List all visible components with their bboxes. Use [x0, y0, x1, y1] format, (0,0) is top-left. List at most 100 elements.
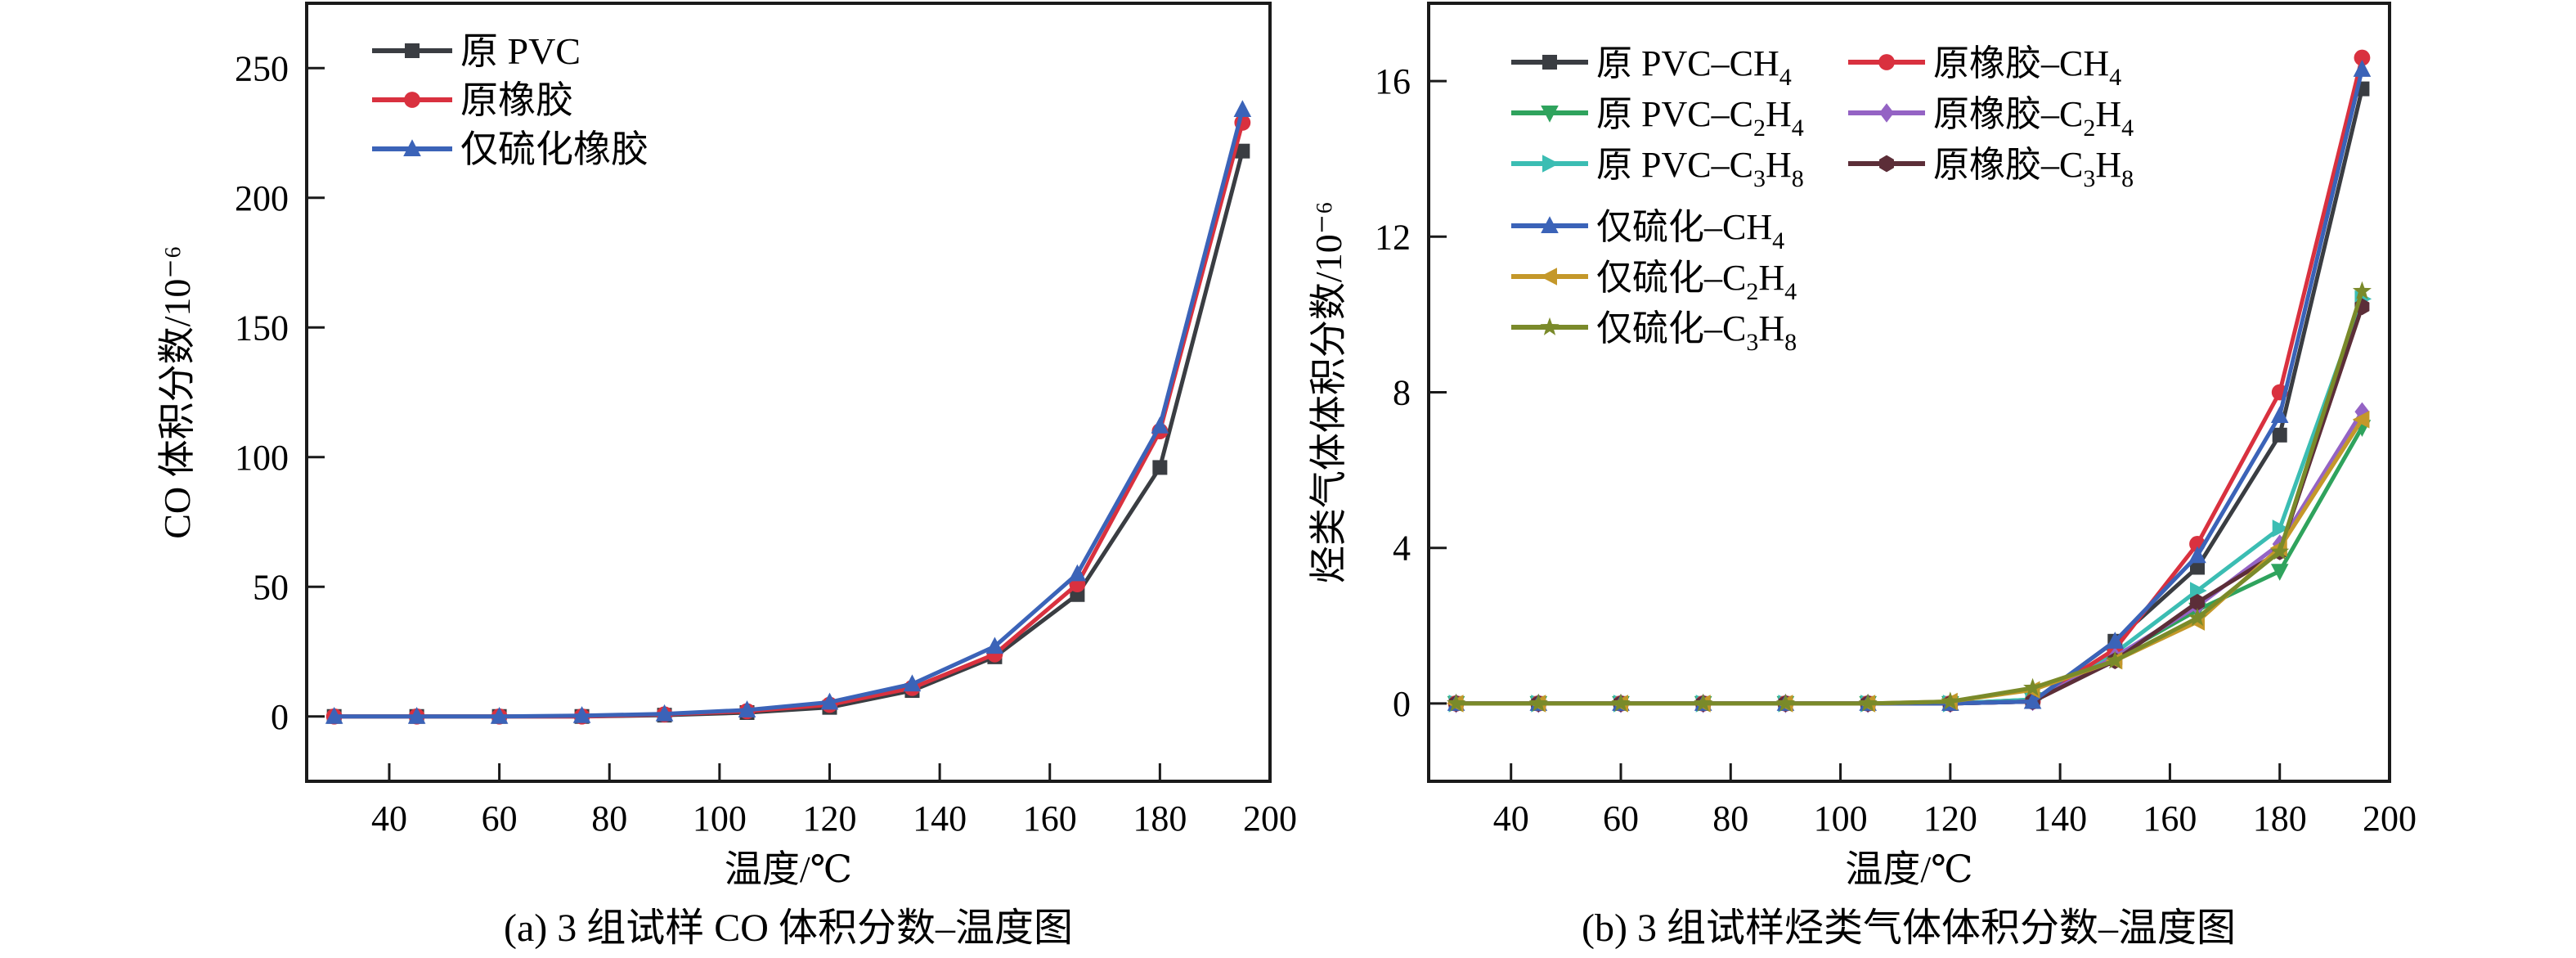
series-9 [1447, 281, 2372, 712]
plot-frame [305, 2, 1272, 783]
data-point [2106, 632, 2125, 649]
legend-marker-icon [1879, 103, 1894, 123]
legend-label: 原 PVC–CH4 [1596, 43, 1792, 91]
legend-item: 仅硫化–C3H8 [1511, 308, 1797, 356]
series-line [1456, 298, 2364, 706]
data-point [1694, 693, 1713, 712]
data-point [1611, 693, 1631, 712]
series-6 [1448, 298, 2370, 713]
series-lines [1446, 49, 2372, 713]
axis-ticks: 40 60 80 100 120 140 160 180 200 0 50 100 150 200 250 [235, 48, 1297, 839]
x-tick-label: 200 [1243, 798, 1297, 839]
x-tick-label: 80 [591, 798, 627, 839]
data-point [1941, 691, 1960, 710]
y-tick-label: 50 [253, 567, 289, 607]
series-lines [325, 100, 1252, 725]
x-tick-label: 120 [802, 798, 856, 839]
data-point [2272, 519, 2290, 537]
legend-marker-icon [1540, 317, 1560, 335]
series-line [1456, 410, 2364, 706]
data-point [2188, 608, 2207, 627]
data-point [1235, 143, 1250, 159]
x-tick-label: 60 [1603, 798, 1639, 839]
data-point [820, 692, 839, 710]
series-line [1456, 426, 2364, 706]
legend-label: 仅硫化–CH4 [1596, 207, 1784, 254]
data-point [2272, 427, 2287, 443]
legend-label: 原橡胶 [460, 79, 573, 121]
data-point [2105, 650, 2125, 669]
series-1 [1448, 81, 2370, 711]
x-axis-label: 温度/℃ [725, 848, 852, 890]
data-point [1151, 416, 1169, 434]
series-line [1456, 290, 2364, 706]
legend-label: 仅硫化橡胶 [460, 128, 648, 170]
legend-marker-icon [1540, 268, 1557, 286]
y-axis-label: CO 体积分数/10⁻⁶ [156, 245, 198, 539]
data-point [2023, 691, 2042, 709]
x-tick-label: 140 [913, 798, 967, 839]
series-2 [325, 114, 1251, 725]
data-point [2270, 542, 2290, 560]
figure-caption: (b) 3 组试样烃类气体体积分数–温度图 [1582, 906, 2236, 950]
legend-marker-icon [1542, 155, 1560, 173]
data-point [2023, 677, 2043, 696]
legend-label: 仅硫化–C3H8 [1596, 308, 1797, 356]
legend-item: 仅硫化–CH4 [1511, 207, 1784, 254]
x-axis-label: 温度/℃ [1845, 848, 1972, 890]
legend-label: 原橡胶–C2H4 [1933, 94, 2134, 142]
series-line [1456, 418, 2364, 706]
y-tick-label: 4 [1393, 528, 1411, 569]
y-tick-label: 0 [1393, 684, 1411, 724]
data-point [490, 707, 509, 724]
x-tick-label: 40 [371, 798, 407, 839]
legend-marker-icon [1878, 54, 1895, 70]
x-tick-label: 180 [2253, 798, 2307, 839]
x-tick-label: 200 [2363, 798, 2417, 839]
data-point [2352, 410, 2370, 429]
legend-marker-icon [1542, 55, 1557, 70]
data-point [1447, 693, 1466, 712]
series-1 [326, 143, 1250, 724]
series-4 [1447, 49, 2371, 712]
x-tick-label: 100 [693, 798, 747, 839]
data-point [325, 707, 343, 724]
legend-label: 原 PVC–C2H4 [1596, 94, 1804, 142]
series-line [334, 109, 1245, 719]
data-point [2270, 564, 2289, 581]
chart-co-volume-fraction: 40 60 80 100 120 140 160 180 200050100150200250 … [156, 2, 1297, 950]
data-point [2190, 560, 2205, 575]
legend-marker-icon [404, 92, 420, 108]
x-tick-label: 80 [1712, 798, 1748, 839]
data-point [738, 700, 756, 717]
legend-item: 原 PVC–C3H8 [1511, 145, 1804, 192]
y-tick-label: 200 [235, 178, 289, 218]
chart-hydrocarbon-volume-fraction: 40 60 80 100 120 140 160 180 200 0 4 8 12 16 原 PVC–CH… [1308, 2, 2417, 950]
x-tick-label: 160 [1023, 798, 1077, 839]
data-point [2188, 546, 2206, 564]
legend-label: 原橡胶–C3H8 [1933, 145, 2134, 192]
legend-item: 仅硫化橡胶 [372, 128, 648, 170]
data-point [655, 704, 674, 722]
y-tick-label: 250 [235, 48, 289, 88]
data-point [2190, 593, 2205, 611]
legend-marker-icon [1541, 216, 1559, 233]
x-tick-label: 140 [2033, 798, 2087, 839]
data-point [1775, 693, 1795, 712]
legend-marker-icon [405, 43, 420, 58]
legend-marker-icon [403, 139, 421, 156]
series-line [1456, 56, 2364, 706]
series-3 [325, 100, 1252, 724]
y-axis-label: 烃类气体体积分数/10⁻⁶ [1308, 201, 1349, 583]
legend-item: 原橡胶 [372, 79, 573, 121]
data-point [2353, 60, 2372, 77]
legend-item: 原 PVC–CH4 [1511, 43, 1792, 91]
data-point [985, 636, 1004, 654]
legend-item: 原橡胶–CH4 [1848, 43, 2121, 91]
y-tick-label: 150 [235, 308, 289, 348]
series-3 [1448, 290, 2372, 713]
x-tick-label: 100 [1814, 798, 1868, 839]
legend-item: 原橡胶–C3H8 [1848, 145, 2134, 192]
y-tick-label: 0 [271, 697, 289, 737]
